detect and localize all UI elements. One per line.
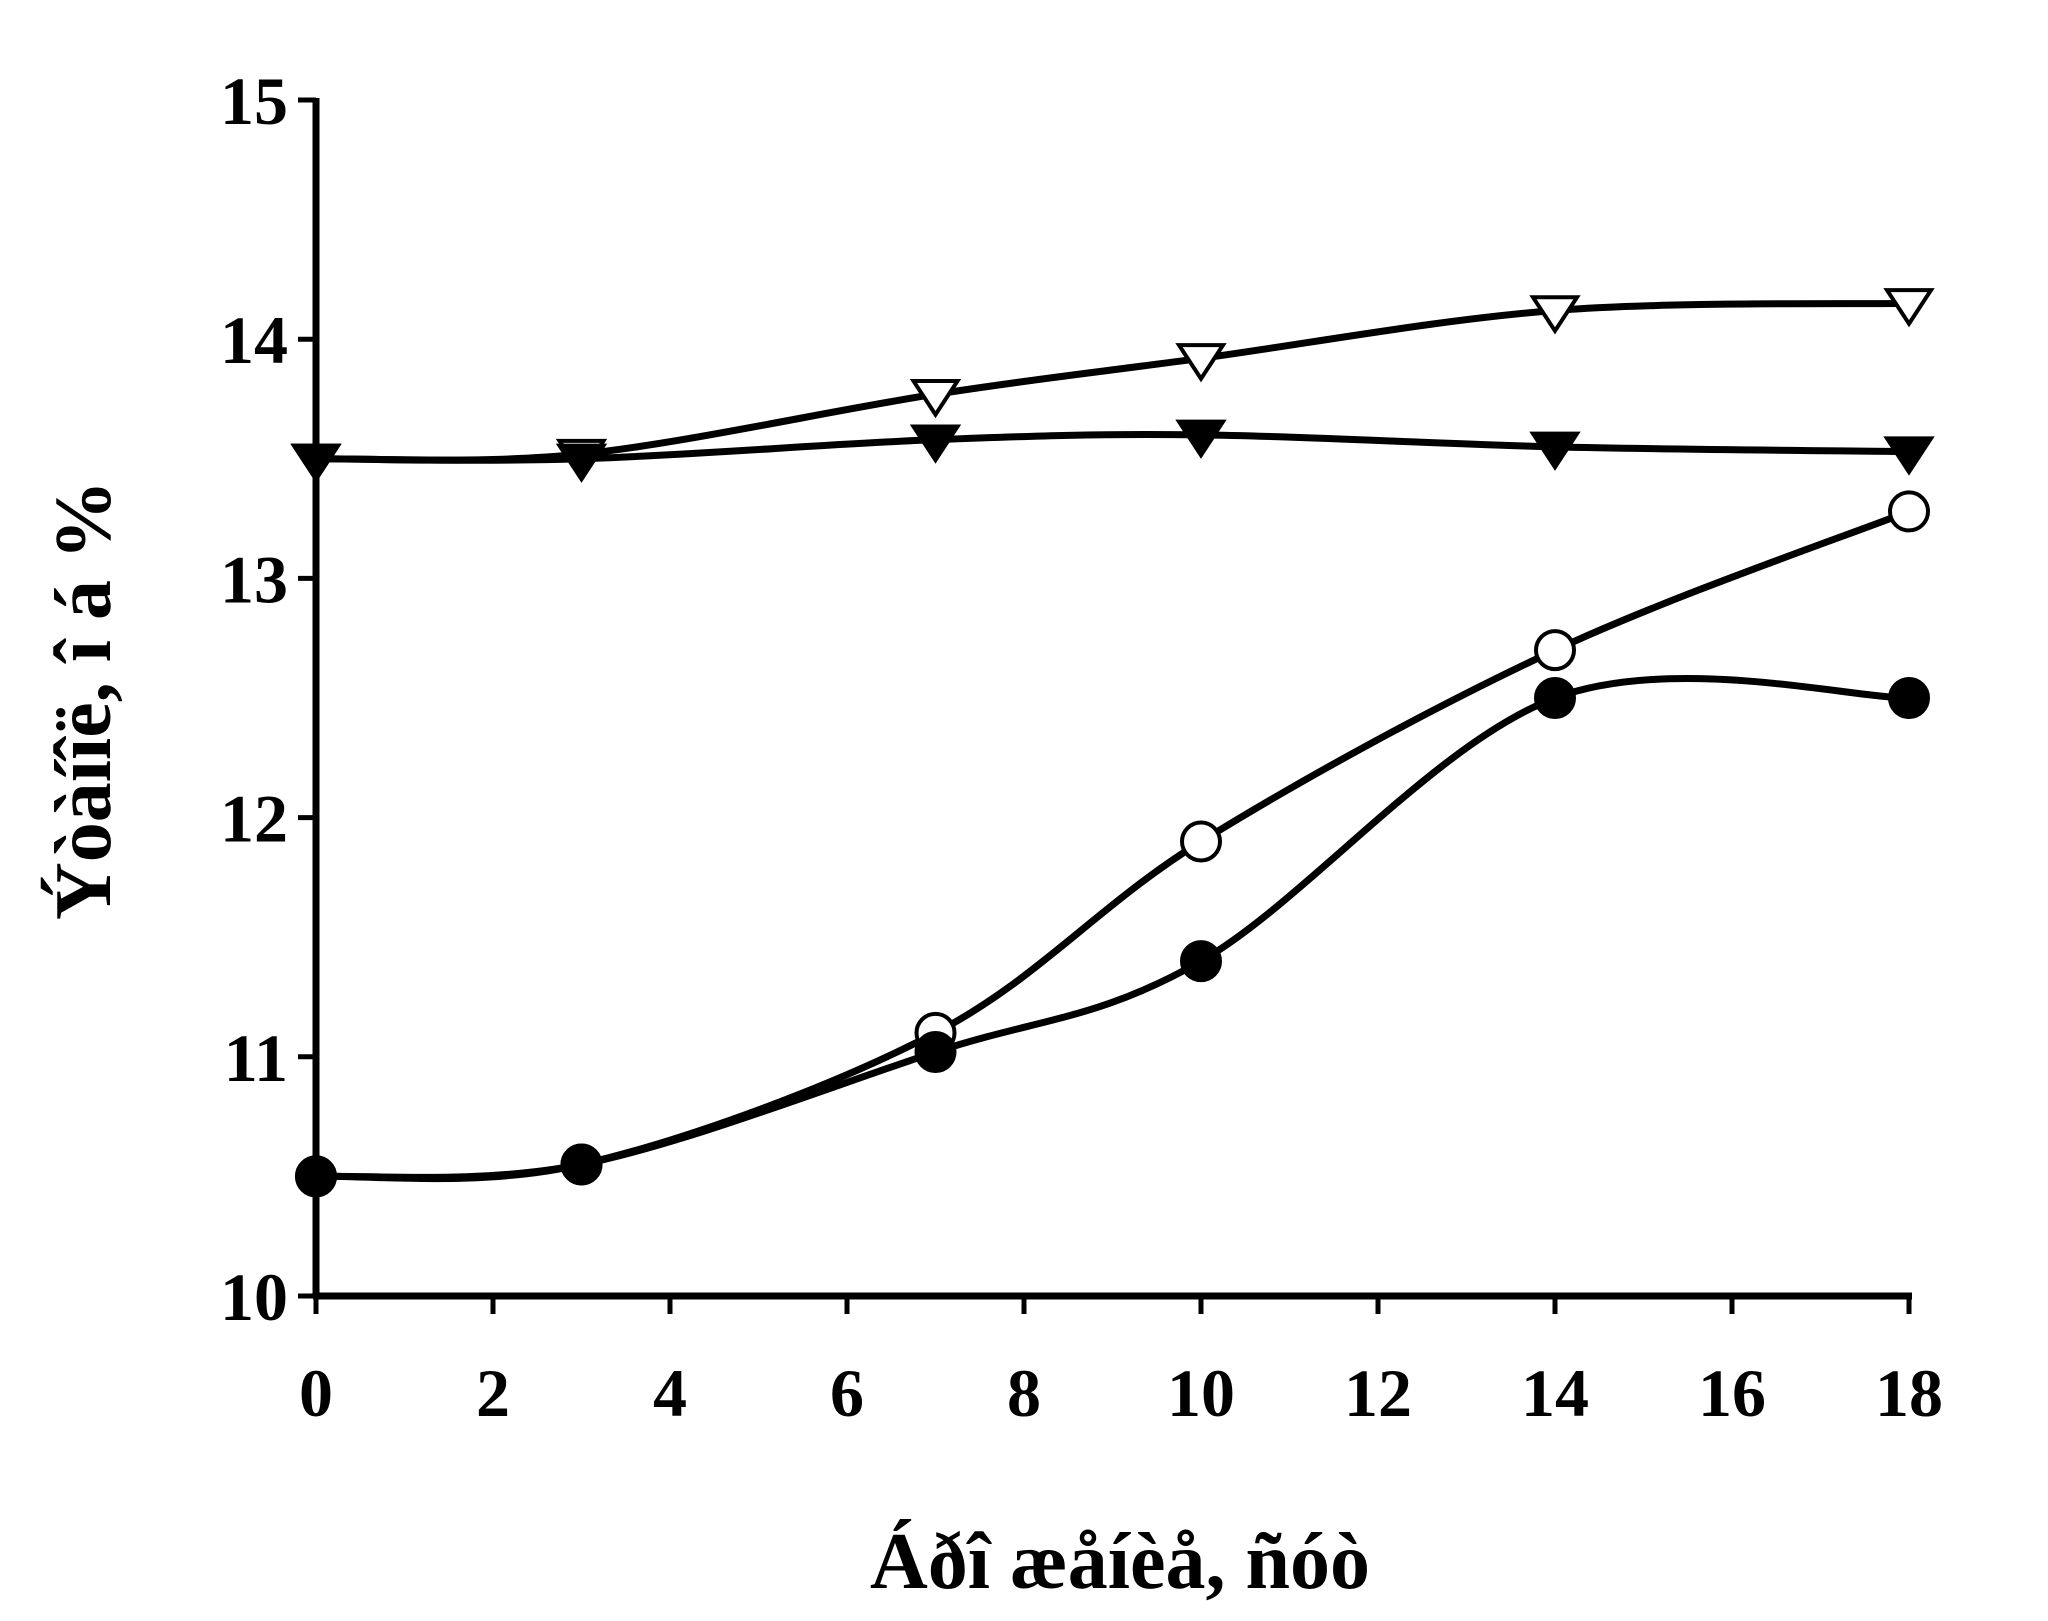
data-point-circle [560,1143,603,1186]
x-tick-label: 2 [476,1355,510,1431]
data-point-circle [914,1031,957,1074]
axes: 10 11 12 13 14 15 0 2 4 6 8 10 12 14 16 18 [220,63,1943,1431]
data-point-triangle [1529,431,1581,471]
series-line-2 [315,431,1910,464]
x-tick-label: 12 [1344,1355,1412,1431]
x-tick-label: 4 [653,1355,687,1431]
data-point-circle [1180,940,1222,983]
x-axis-title: Áðî æåíèå, ñóò [870,1518,1370,1606]
data-point-triangle [1883,436,1935,476]
x-tick-label: 10 [1167,1355,1235,1431]
data-point-circle [1888,677,1930,719]
data-point-triangle [1175,343,1227,383]
y-tick-label: 15 [220,63,288,139]
x-tick-label: 6 [830,1355,864,1431]
series-lines [315,299,1911,1183]
x-tick-label: 14 [1521,1355,1589,1431]
x-tick-label: 18 [1875,1355,1943,1431]
data-point-circle [1888,490,1930,533]
data-point-triangle [1883,288,1935,328]
y-axis-title: Ýòàíîë, î á % [40,480,128,920]
data-point-circle [295,1155,337,1198]
data-point-circle [1534,629,1576,672]
data-point-triangle [909,379,962,419]
series-markers [290,288,1935,1198]
data-point-triangle [909,424,962,464]
x-tick-label: 8 [1007,1355,1041,1431]
y-tick-label: 10 [220,1259,288,1335]
y-tick-label: 13 [220,541,288,617]
x-tick-label: 16 [1698,1355,1766,1431]
data-point-triangle [290,443,342,483]
y-tick-label: 14 [220,302,288,378]
data-point-triangle [1529,295,1581,335]
data-point-circle [1534,677,1576,719]
y-tick-label: 12 [220,781,288,857]
series-line-3 [315,508,1911,1183]
data-point-circle [1180,820,1222,863]
series-line-4 [315,675,1910,1181]
data-point-triangle [555,443,608,483]
y-tick-label: 11 [224,1020,288,1096]
data-point-triangle [1175,419,1227,459]
x-tick-label: 0 [299,1355,333,1431]
